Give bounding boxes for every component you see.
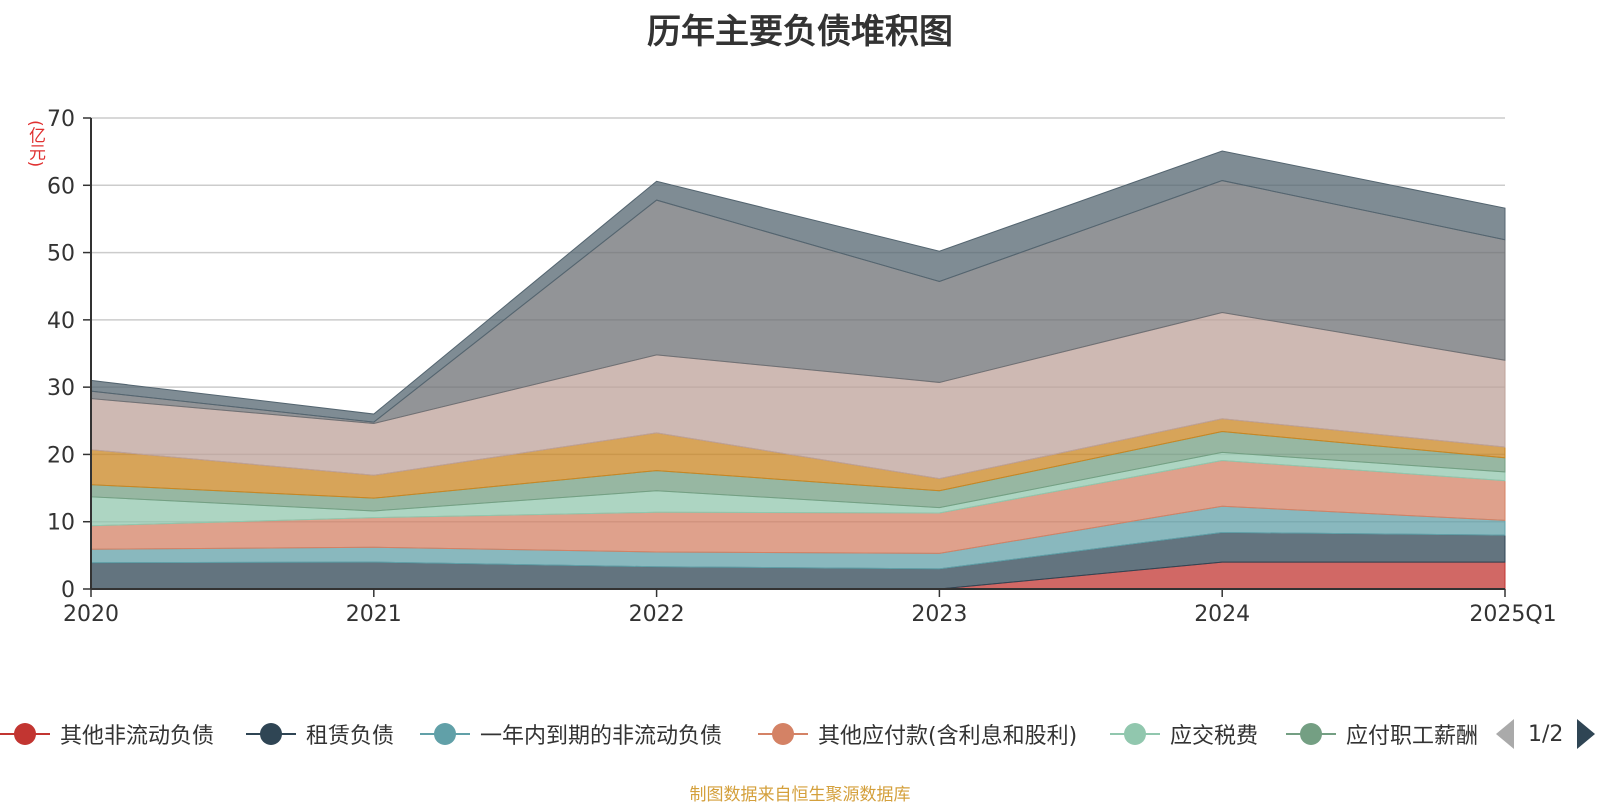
chart-plot-area: 0 10 20 30 40 50 60 70 2020 2021 2022 2023 2024 2025Q… xyxy=(47,107,1557,627)
y-tick-label: 60 xyxy=(47,174,75,199)
area-series-10 xyxy=(90,150,1506,423)
y-tick-label: 50 xyxy=(47,242,75,267)
legend-item[interactable]: 应交税费 xyxy=(1110,718,1258,750)
legend-pager: 1/2 xyxy=(1496,718,1596,750)
legend-items-container: 其他非流动负债 租赁负债 一年内到期的非流动负债 其他应付款(含利息和股利) 应交税费 应… xyxy=(0,718,1480,758)
stacked-areas xyxy=(90,150,1506,590)
legend-marker-icon xyxy=(246,718,296,750)
source-note: 制图数据来自恒生聚源数据库 xyxy=(689,785,911,805)
legend: 其他非流动负债 租赁负债 一年内到期的非流动负债 其他应付款(含利息和股利) 应交税费 应… xyxy=(0,718,1600,758)
legend-marker-icon xyxy=(758,718,808,750)
x-tick-label: 2022 xyxy=(629,602,685,627)
legend-item[interactable]: 租赁负债 xyxy=(246,718,394,750)
y-tick-label: 70 xyxy=(47,107,75,132)
y-axis-unit-label: (亿元) xyxy=(25,120,45,168)
y-tick-label: 0 xyxy=(61,578,75,603)
legend-item[interactable]: 其他非流动负债 xyxy=(0,718,214,750)
y-tick-label: 20 xyxy=(47,443,75,468)
y-tick-label: 40 xyxy=(47,309,75,334)
y-tick-label: 10 xyxy=(47,511,75,536)
x-tick-label: 2020 xyxy=(63,602,119,627)
x-tick-label: 2021 xyxy=(346,602,402,627)
legend-label: 应付职工薪酬 xyxy=(1346,724,1479,749)
legend-label: 应交税费 xyxy=(1170,724,1259,749)
legend-item[interactable]: 应付职工薪酬 xyxy=(1286,718,1478,750)
y-tick-label: 30 xyxy=(47,376,75,401)
legend-label: 租赁负债 xyxy=(306,724,395,749)
legend-label: 其他应付款(含利息和股利) xyxy=(818,724,1078,749)
chart-title: 历年主要负债堆积图 xyxy=(647,12,953,52)
legend-marker-icon xyxy=(1110,718,1160,750)
legend-next-page-icon[interactable] xyxy=(1577,719,1596,749)
legend-marker-icon xyxy=(0,718,50,750)
legend-page-indicator: 1/2 xyxy=(1528,721,1564,747)
legend-prev-page-icon[interactable] xyxy=(1496,719,1514,749)
legend-label: 一年内到期的非流动负债 xyxy=(480,724,723,749)
legend-marker-icon xyxy=(420,718,470,750)
x-tick-label: 2023 xyxy=(911,602,967,627)
x-tick-label: 2024 xyxy=(1194,602,1250,627)
legend-item[interactable]: 其他应付款(含利息和股利) xyxy=(758,718,1077,750)
legend-label: 其他非流动负债 xyxy=(60,724,215,749)
axes: 0 10 20 30 40 50 60 70 2020 2021 2022 2023 2024 2025Q… xyxy=(47,107,1557,627)
legend-item[interactable]: 一年内到期的非流动负债 xyxy=(420,718,722,750)
legend-marker-icon xyxy=(1286,718,1336,750)
x-tick-label: 2025Q1 xyxy=(1469,602,1556,627)
